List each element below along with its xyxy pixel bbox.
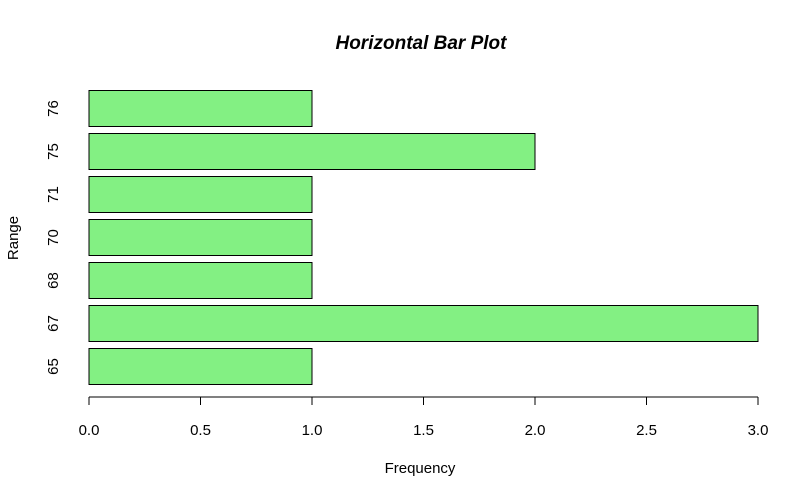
x-axis-label: Frequency (385, 460, 456, 477)
y-tick-label: 68 (45, 272, 62, 289)
bar-76 (88, 90, 313, 127)
y-tick-label: 67 (45, 315, 62, 332)
bar-65 (88, 348, 313, 385)
y-axis-label: Range (5, 216, 22, 260)
y-axis: 65 67 68 70 71 75 76 (45, 100, 62, 375)
y-tick-label: 76 (45, 100, 62, 117)
bar-67 (88, 305, 759, 342)
x-tick-label: 1.0 (302, 422, 323, 439)
y-tick-label: 75 (45, 143, 62, 160)
bar-71 (88, 176, 313, 213)
y-tick-label: 71 (45, 186, 62, 203)
x-axis: 0.0 0.5 1.0 1.5 2.0 2.5 3.0 (79, 396, 769, 439)
x-tick-label: 2.0 (525, 422, 546, 439)
bar-68 (88, 262, 313, 299)
x-tick-label: 3.0 (748, 422, 769, 439)
chart-title: Horizontal Bar Plot (335, 33, 507, 54)
x-tick-label: 2.5 (636, 422, 657, 439)
x-tick-label: 0.0 (79, 422, 100, 439)
y-tick-label: 65 (45, 358, 62, 375)
y-tick-label: 70 (45, 229, 62, 246)
bars-group (88, 90, 759, 385)
bar-70 (88, 219, 313, 256)
x-tick-label: 0.5 (190, 422, 211, 439)
bar-75 (88, 133, 536, 170)
x-tick-label: 1.5 (413, 422, 434, 439)
